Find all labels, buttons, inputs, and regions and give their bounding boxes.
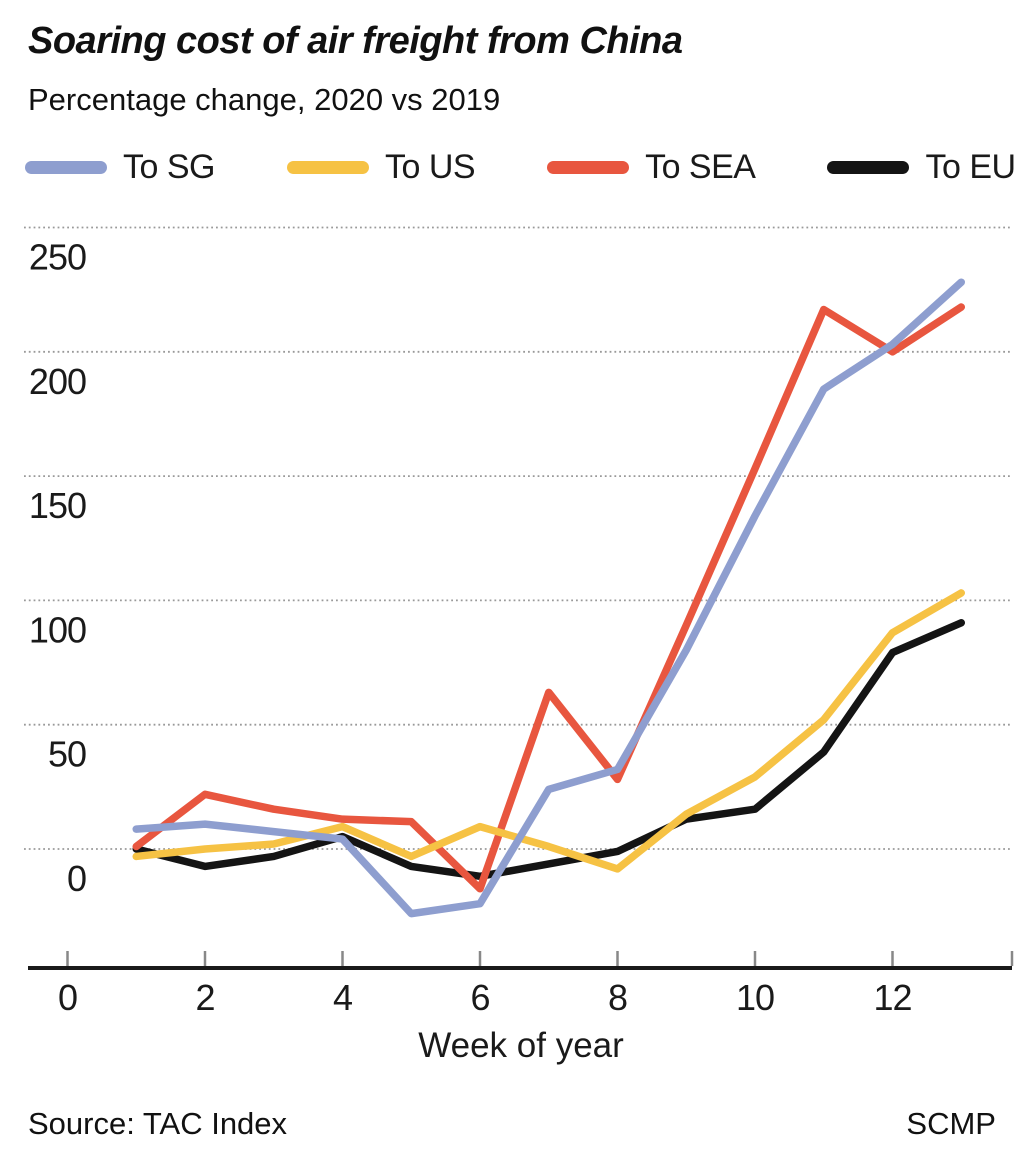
legend: To SG To US To SEA To EU xyxy=(25,148,1016,187)
x-axis-title: Week of year xyxy=(418,1026,624,1065)
legend-item-to-eu: To EU xyxy=(827,148,1016,187)
y-tick-label-150: 150 xyxy=(29,485,86,526)
legend-label-to-eu: To EU xyxy=(925,148,1016,186)
series-line-to-sg xyxy=(132,278,965,918)
y-tick-label-100: 100 xyxy=(29,609,86,650)
x-tick-label-8: 8 xyxy=(608,977,627,1018)
x-tick-label-10: 10 xyxy=(736,977,774,1018)
legend-item-to-sg: To SG xyxy=(25,148,215,187)
series-line-to-us xyxy=(132,589,965,873)
chart-title: Soaring cost of air freight from China xyxy=(28,20,683,62)
y-tick-label-50: 50 xyxy=(48,734,86,775)
x-tick-label-12: 12 xyxy=(873,977,911,1018)
x-tick-label-4: 4 xyxy=(333,977,352,1018)
y-tick-label-0: 0 xyxy=(67,858,86,899)
legend-item-to-us: To US xyxy=(286,148,476,187)
series-line-to-eu xyxy=(132,619,965,881)
legend-label-to-us: To US xyxy=(384,148,476,186)
x-tick-label-6: 6 xyxy=(470,977,489,1018)
legend-item-to-sea: To SEA xyxy=(547,148,756,187)
x-tick-label-0: 0 xyxy=(58,977,77,1018)
y-tick-label-200: 200 xyxy=(29,361,86,402)
to-sg-line-swatch-icon xyxy=(25,161,107,174)
source-credit: Source: TAC Index xyxy=(28,1106,288,1141)
to-eu-line-swatch-icon xyxy=(827,161,910,174)
to-us-line-swatch-icon xyxy=(286,161,369,174)
y-tick-label-250: 250 xyxy=(29,237,86,278)
series-line-to-sea xyxy=(132,303,965,893)
legend-label-to-sea: To SEA xyxy=(645,148,756,186)
publisher-credit: SCMP xyxy=(906,1106,996,1141)
to-sea-line-swatch-icon xyxy=(547,161,630,174)
x-tick-label-2: 2 xyxy=(195,977,214,1018)
legend-label-to-sg: To SG xyxy=(123,148,215,186)
chart-subtitle: Percentage change, 2020 vs 2019 xyxy=(28,82,501,117)
